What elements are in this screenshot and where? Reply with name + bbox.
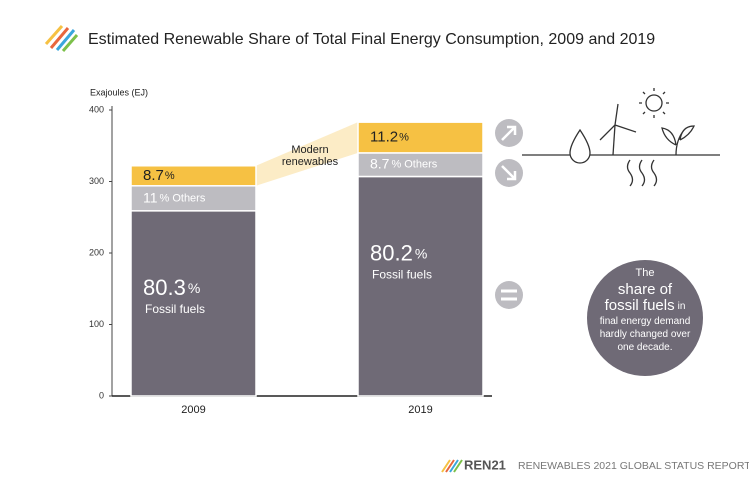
share-value: 80.3 — [143, 275, 186, 300]
share-label: 80.2% — [370, 240, 427, 265]
annotation: Modern — [291, 144, 328, 156]
annotation: renewables — [282, 156, 339, 168]
series-label: Fossil fuels — [145, 302, 205, 316]
y-tick-label: 100 — [89, 319, 104, 329]
footer-logo — [441, 459, 463, 473]
note-text: The — [636, 267, 655, 279]
share-label: 11.2% — [370, 128, 409, 145]
note-inline: in — [678, 301, 686, 312]
y-tick-label: 0 — [99, 390, 104, 400]
share-label: 8.7% — [143, 167, 175, 184]
connector — [256, 122, 358, 186]
series-label: Others — [172, 192, 206, 204]
note-line: fossil fuels — [605, 297, 675, 314]
share-unit: % — [165, 170, 175, 182]
note-text: share of — [618, 281, 673, 298]
share-unit: % — [399, 131, 409, 143]
share-label: 11% Others — [143, 189, 206, 205]
note-line: The — [636, 267, 655, 279]
chart-title: Estimated Renewable Share of Total Final… — [88, 31, 655, 48]
y-tick-label: 300 — [89, 176, 104, 186]
note-line: one decade. — [617, 342, 672, 353]
bar-segment — [357, 121, 484, 154]
logo-stripe — [453, 459, 463, 473]
bar-segment — [357, 175, 484, 397]
note-text: fossil fuels in — [605, 297, 686, 314]
x-tick-label: 2009 — [181, 404, 205, 416]
note-line: share of — [618, 281, 673, 298]
share-unit: % — [160, 192, 170, 204]
x-tick-label: 2019 — [408, 404, 432, 416]
note-text: final energy demand — [600, 316, 691, 327]
share-value: 80.2 — [370, 240, 413, 265]
series-label: Fossil fuels — [372, 268, 432, 282]
share-label: 8.7% Others — [370, 155, 438, 171]
logo-stripe — [449, 459, 459, 473]
note-circle — [587, 260, 703, 376]
bar-segment — [130, 165, 257, 187]
share-value: 8.7 — [143, 167, 164, 184]
y-tick-label: 200 — [89, 247, 104, 257]
y-axis-label: Exajoules (EJ) — [90, 87, 148, 97]
landscape-icon — [522, 88, 720, 187]
note-line: hardly changed over — [600, 329, 691, 340]
footer-report: RENEWABLES 2021 GLOBAL STATUS REPORT — [518, 460, 749, 472]
y-tick-label: 400 — [89, 104, 104, 114]
note-text: hardly changed over — [600, 329, 691, 340]
share-value: 11 — [143, 189, 158, 205]
series-label: Others — [404, 159, 438, 171]
status-icons — [495, 119, 523, 309]
note-text: one decade. — [617, 342, 672, 353]
footer-brand: REN21 — [464, 457, 506, 472]
share-label: 80.3% — [143, 275, 200, 300]
note-line: final energy demand — [600, 316, 691, 327]
share-value: 8.7 — [370, 155, 390, 171]
share-unit: % — [415, 245, 427, 261]
bar-segment — [130, 210, 257, 397]
share-unit: % — [391, 159, 401, 171]
logo — [44, 25, 79, 52]
logo-stripe — [441, 459, 451, 473]
share-unit: % — [188, 280, 200, 296]
logo-stripe — [445, 459, 455, 473]
share-value: 11.2 — [370, 128, 398, 145]
